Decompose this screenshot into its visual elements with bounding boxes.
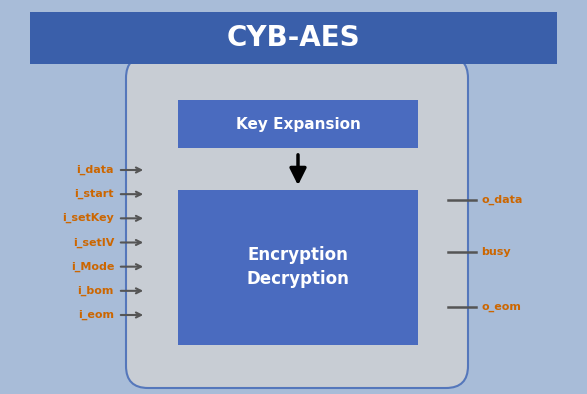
Text: Encryption: Encryption: [248, 247, 349, 264]
Text: Decryption: Decryption: [247, 271, 349, 288]
FancyBboxPatch shape: [30, 12, 557, 64]
FancyBboxPatch shape: [126, 56, 468, 388]
FancyBboxPatch shape: [178, 100, 418, 148]
Text: i_setIV: i_setIV: [73, 237, 114, 248]
Text: i_setKey: i_setKey: [62, 213, 114, 223]
FancyBboxPatch shape: [178, 190, 418, 345]
Text: i_data: i_data: [76, 165, 114, 175]
Text: o_eom: o_eom: [481, 302, 521, 312]
Text: busy: busy: [481, 247, 511, 257]
Text: CYB-AES: CYB-AES: [227, 24, 360, 52]
Text: i_eom: i_eom: [78, 310, 114, 320]
Text: i_bom: i_bom: [77, 286, 114, 296]
Text: Key Expansion: Key Expansion: [235, 117, 360, 132]
Text: i_start: i_start: [75, 189, 114, 199]
Text: i_Mode: i_Mode: [70, 262, 114, 272]
Text: o_data: o_data: [481, 195, 522, 205]
